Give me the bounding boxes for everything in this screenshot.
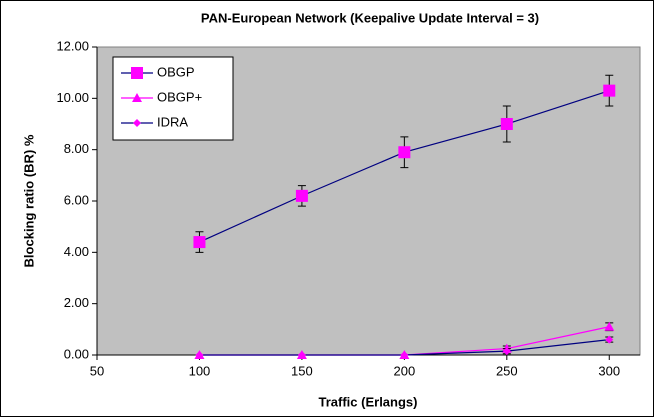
x-tick-label: 200 [394,363,416,378]
y-axis-label: Blocking ratio (BR) % [21,134,36,267]
marker [500,118,513,130]
marker [133,119,141,127]
x-tick-label: 300 [598,363,620,378]
marker [195,351,204,359]
marker [400,351,409,359]
x-tick-label: 50 [90,363,104,378]
x-tick-label: 250 [496,363,518,378]
marker [193,236,206,249]
marker [603,84,616,97]
marker [297,351,306,359]
marker [295,189,308,202]
legend-label: IDRA [157,114,188,129]
x-tick-label: 150 [291,363,313,378]
x-axis-label: Traffic (Erlangs) [319,394,418,409]
y-tick-label: 2.00 [64,295,89,310]
legend-label: OBGP+ [157,89,202,104]
y-tick-label: 0.00 [64,346,89,361]
marker [398,146,411,159]
marker [131,67,143,79]
y-tick-label: 10.00 [56,90,89,105]
legend-label: OBGP [157,64,195,79]
marker [502,347,511,356]
y-tick-label: 6.00 [64,192,89,207]
marker [605,335,614,344]
y-tick-label: 12.00 [56,38,89,53]
marker [604,321,615,331]
chart-title: PAN-European Network (Keepalive Update I… [201,10,539,25]
marker [132,93,142,102]
y-tick-label: 8.00 [64,141,89,156]
y-tick-label: 4.00 [64,244,89,259]
x-tick-label: 100 [189,363,211,378]
